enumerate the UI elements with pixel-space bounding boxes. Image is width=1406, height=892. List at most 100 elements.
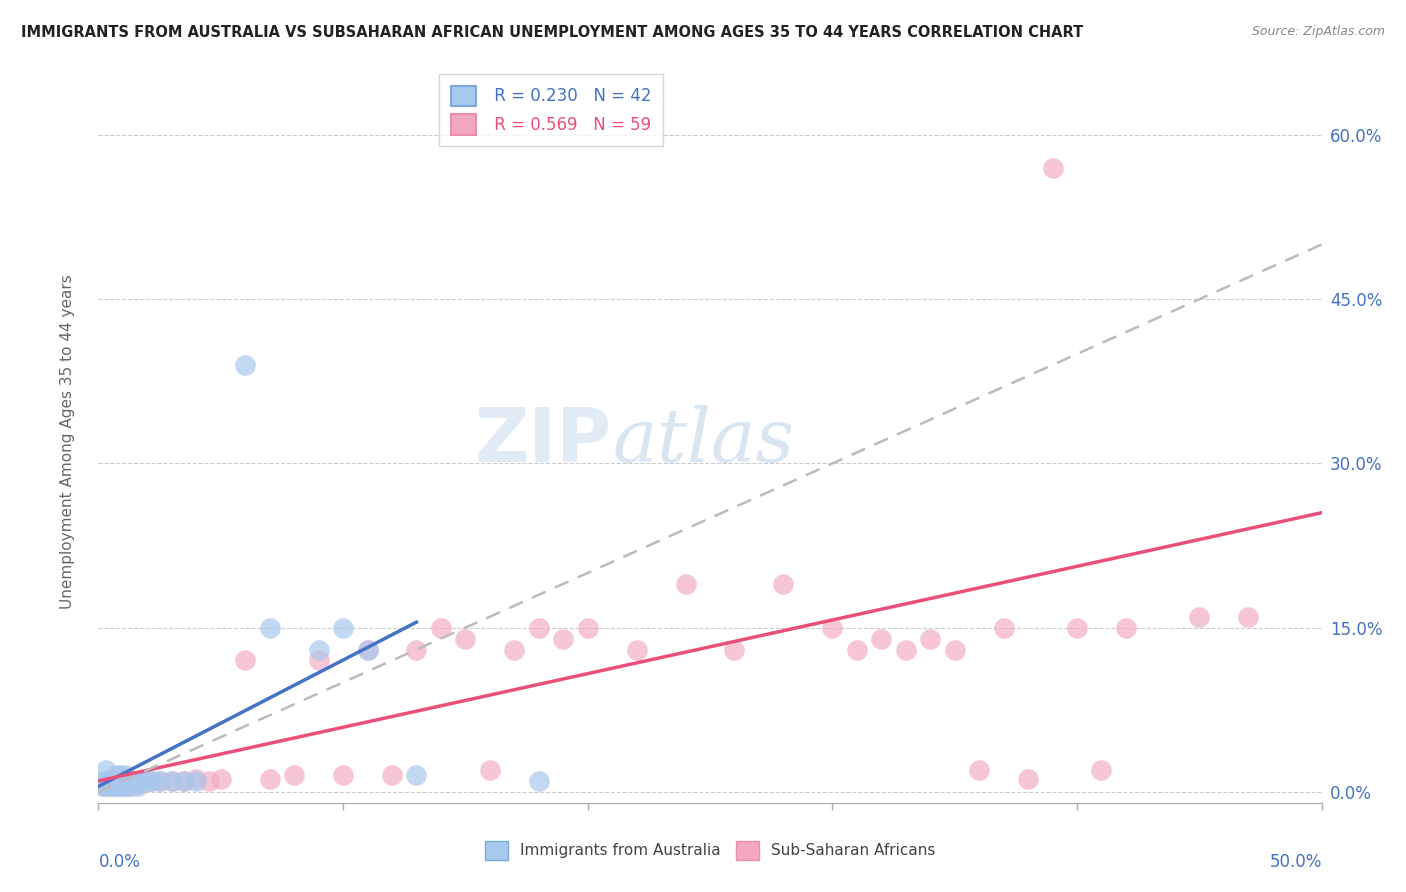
Point: [101, 780, 124, 794]
Point: [121, 776, 143, 790]
Point: [129, 773, 152, 788]
Point: [136, 773, 159, 788]
Point: [107, 773, 129, 788]
Point: [943, 642, 966, 657]
Point: [110, 780, 132, 794]
Point: [141, 773, 163, 788]
Point: [100, 773, 122, 788]
Point: [94, 780, 117, 794]
Point: [1237, 609, 1260, 624]
Point: [821, 621, 844, 635]
Point: [553, 632, 575, 646]
Point: [127, 780, 149, 794]
Point: [845, 642, 868, 657]
Point: [104, 768, 127, 782]
Point: [283, 768, 305, 782]
Point: [120, 773, 142, 788]
Point: [308, 653, 330, 667]
Point: [117, 780, 139, 794]
Point: [503, 642, 526, 657]
Point: [97, 773, 120, 788]
Point: [94, 773, 117, 788]
Point: [107, 780, 129, 794]
Point: [478, 763, 501, 777]
Point: [100, 773, 122, 788]
Point: [381, 768, 404, 782]
Point: [91, 780, 114, 794]
Point: [186, 773, 208, 788]
Legend: Immigrants from Australia, Sub-Saharan Africans: Immigrants from Australia, Sub-Saharan A…: [477, 833, 943, 867]
Point: [111, 773, 134, 788]
Point: [1017, 772, 1039, 786]
Point: [160, 773, 183, 788]
Point: [576, 621, 599, 635]
Point: [136, 773, 159, 788]
Point: [121, 780, 143, 794]
Point: [131, 776, 153, 790]
Point: [332, 768, 354, 782]
Y-axis label: Unemployment Among Ages 35 to 44 years: Unemployment Among Ages 35 to 44 years: [60, 274, 75, 609]
Point: [111, 780, 134, 794]
Point: [356, 642, 378, 657]
Point: [920, 632, 942, 646]
Point: [1090, 763, 1112, 777]
Point: [173, 773, 195, 788]
Point: [91, 780, 114, 794]
Point: [100, 780, 122, 794]
Point: [117, 780, 139, 794]
Text: ZIP: ZIP: [475, 405, 612, 478]
Point: [91, 773, 114, 788]
Point: [160, 773, 183, 788]
Point: [114, 768, 136, 782]
Point: [131, 773, 153, 788]
Point: [114, 773, 136, 788]
Point: [1188, 609, 1211, 624]
Point: [233, 358, 256, 372]
Point: [675, 577, 697, 591]
Point: [97, 780, 120, 794]
Point: [101, 773, 124, 788]
Point: [259, 621, 281, 635]
Point: [259, 772, 281, 786]
Point: [173, 773, 195, 788]
Point: [186, 772, 208, 786]
Point: [141, 773, 163, 788]
Point: [894, 642, 917, 657]
Text: IMMIGRANTS FROM AUSTRALIA VS SUBSAHARAN AFRICAN UNEMPLOYMENT AMONG AGES 35 TO 44: IMMIGRANTS FROM AUSTRALIA VS SUBSAHARAN …: [21, 25, 1084, 40]
Point: [129, 773, 152, 788]
Point: [111, 780, 134, 794]
Text: atlas: atlas: [612, 405, 794, 478]
Point: [430, 621, 453, 635]
Point: [104, 773, 127, 788]
Point: [114, 780, 136, 794]
Point: [233, 653, 256, 667]
Point: [94, 763, 117, 777]
Point: [149, 773, 172, 788]
Point: [772, 577, 794, 591]
Point: [626, 642, 648, 657]
Point: [405, 642, 427, 657]
Point: [209, 772, 232, 786]
Point: [104, 780, 127, 794]
Text: Source: ZipAtlas.com: Source: ZipAtlas.com: [1251, 25, 1385, 38]
Point: [1115, 621, 1137, 635]
Point: [107, 780, 129, 794]
Point: [1066, 621, 1088, 635]
Point: [110, 768, 132, 782]
Point: [967, 763, 990, 777]
Point: [723, 642, 745, 657]
Point: [97, 780, 120, 794]
Point: [527, 773, 550, 788]
Point: [405, 768, 427, 782]
Point: [110, 773, 132, 788]
Point: [1042, 161, 1064, 175]
Point: [308, 642, 330, 657]
Point: [117, 773, 139, 788]
Point: [870, 632, 893, 646]
Point: [94, 776, 117, 790]
Point: [454, 632, 477, 646]
Point: [332, 621, 354, 635]
Point: [101, 780, 124, 794]
Point: [149, 773, 172, 788]
Point: [124, 773, 146, 788]
